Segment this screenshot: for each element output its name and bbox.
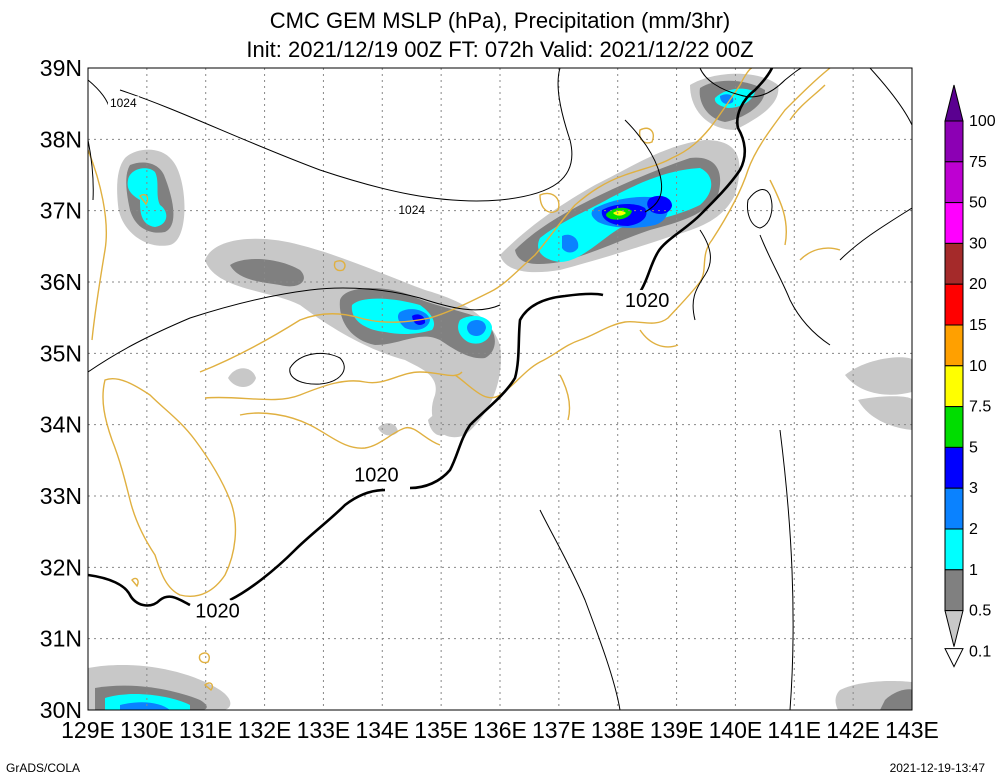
colorbar-label: 10 (969, 358, 987, 375)
colorbar-label: 7.5 (969, 399, 991, 416)
isobar-label-bg (396, 203, 428, 218)
map-frame (87, 67, 913, 711)
isobar-label: 1020 (354, 465, 399, 487)
colorbar-label: 100 (969, 113, 996, 130)
colorbar-cell (944, 648, 964, 668)
colorbar-label: 15 (969, 317, 987, 334)
lat-label: 35N (40, 340, 82, 366)
colorbar-cell (944, 84, 964, 122)
isobars-thin (88, 68, 912, 710)
isobar-label: 1024 (110, 96, 137, 110)
colorbar-label: 2 (969, 521, 978, 538)
map-subtitle: Init: 2021/12/19 00Z FT: 072h Valid: 202… (246, 37, 754, 62)
colorbar-label: 5 (969, 439, 978, 456)
colorbar-cell (944, 406, 964, 448)
map-title: CMC GEM MSLP (hPa), Precipitation (mm/3h… (269, 8, 731, 33)
lat-label: 34N (40, 412, 82, 438)
colorbar-label: 75 (969, 154, 987, 171)
lon-label: 136E (473, 717, 527, 743)
lon-label: 138E (591, 717, 645, 743)
precip-7.5-area (613, 210, 626, 216)
isobar-label-bg (107, 96, 139, 111)
colorbar-cell (944, 120, 964, 163)
isobar-label: 1020 (625, 290, 670, 312)
lon-label: 141E (767, 717, 821, 743)
latitude-labels: 39N 38N 37N 36N 35N 34N 33N 32N 31N 30N (40, 55, 82, 723)
lon-label: 143E (885, 717, 939, 743)
colorbar-cell (944, 324, 964, 367)
colorbar-cell (944, 161, 964, 204)
lon-label: 133E (297, 717, 351, 743)
lon-label: 140E (709, 717, 763, 743)
lon-label: 132E (238, 717, 292, 743)
colorbar-cell (944, 283, 964, 326)
colorbar-label: 0.5 (969, 603, 991, 620)
colorbar-label: 1 (969, 562, 978, 579)
isobars-1020 (88, 68, 774, 607)
colorbar-label: 0.1 (969, 643, 991, 660)
lon-label: 131E (179, 717, 233, 743)
lat-label: 33N (40, 483, 82, 509)
lat-label: 36N (40, 269, 82, 295)
lon-label: 129E (61, 717, 115, 743)
colorbar-label: 50 (969, 195, 987, 212)
colorbar-cell (944, 242, 964, 285)
colorbar-cell (944, 365, 964, 408)
lat-label: 32N (40, 554, 82, 580)
precip-colorbar: 100 75 50 30 20 15 10 7.5 5 3 2 1 0.5 0.1 (944, 84, 996, 668)
colorbar-cell (944, 610, 964, 647)
isobar-labels: 1024 1024 1020 1020 1020 (107, 96, 672, 623)
colorbar-cell (944, 446, 964, 489)
lat-label: 31N (40, 626, 82, 652)
footer-timestamp: 2021-12-19-13:47 (889, 761, 985, 775)
lon-label: 139E (650, 717, 704, 743)
lon-label: 137E (532, 717, 586, 743)
lat-label: 39N (40, 55, 82, 81)
colorbar-cell (944, 202, 964, 244)
plot-area: 1024 1024 1020 1020 1020 (88, 68, 912, 710)
isobar-label: 1020 (195, 600, 240, 622)
lat-label: 38N (40, 126, 82, 152)
isobar-label: 1024 (398, 203, 425, 217)
longitude-labels: 129E 130E 131E 132E 133E 134E 135E 136E 137E 138E… (61, 717, 939, 743)
colorbar-label: 30 (969, 235, 987, 252)
lon-label: 142E (826, 717, 880, 743)
isobar-label-bg (193, 600, 242, 623)
lon-label: 135E (414, 717, 468, 743)
footer-credit: GrADS/COLA (6, 761, 81, 775)
isobar-label-bg (622, 289, 672, 312)
lon-label: 134E (355, 717, 409, 743)
colorbar-cell (944, 528, 964, 571)
colorbar-cell (944, 487, 964, 530)
colorbar-label: 20 (969, 276, 987, 293)
lat-label: 30N (40, 697, 82, 723)
coastlines (88, 68, 841, 691)
isobar-label-bg (352, 464, 401, 487)
lat-label: 37N (40, 198, 82, 224)
colorbar-label: 3 (969, 480, 978, 497)
lon-label: 130E (120, 717, 174, 743)
colorbar-cell (944, 569, 964, 612)
